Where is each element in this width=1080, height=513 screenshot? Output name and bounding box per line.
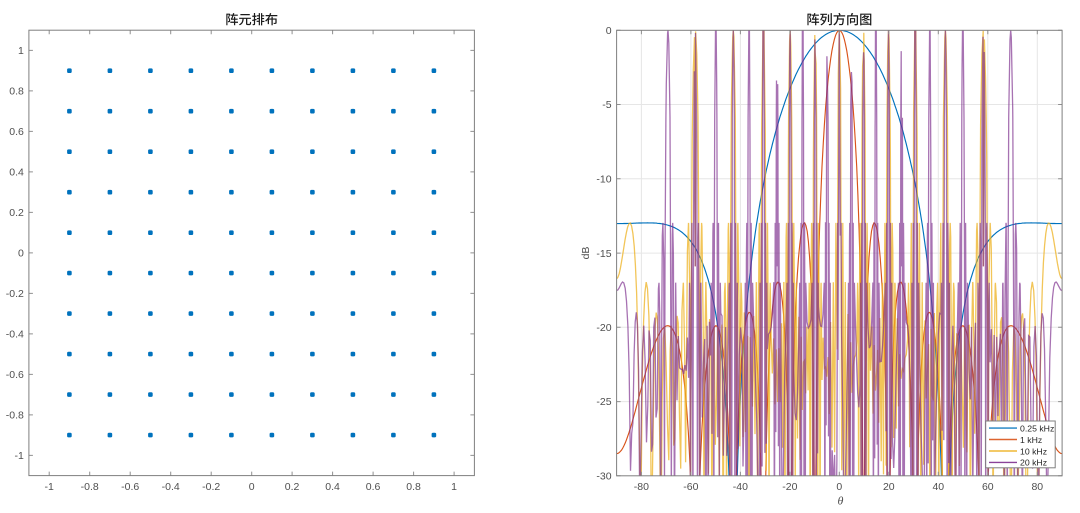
- svg-text:20: 20: [883, 481, 895, 493]
- svg-text:-0.6: -0.6: [6, 369, 24, 381]
- svg-text:20 kHz: 20 kHz: [1020, 458, 1047, 468]
- svg-text:80: 80: [1031, 481, 1043, 493]
- svg-text:40: 40: [932, 481, 944, 493]
- svg-text:0.8: 0.8: [9, 86, 24, 98]
- svg-text:-0.8: -0.8: [6, 410, 24, 422]
- svg-text:0.4: 0.4: [9, 167, 24, 179]
- svg-text:θ: θ: [838, 494, 844, 508]
- svg-text:60: 60: [982, 481, 994, 493]
- svg-text:-20: -20: [596, 322, 611, 334]
- svg-text:-0.6: -0.6: [121, 481, 139, 493]
- svg-text:0.8: 0.8: [406, 481, 421, 493]
- svg-text:0: 0: [249, 481, 255, 493]
- svg-text:-40: -40: [733, 481, 748, 493]
- svg-text:0.2: 0.2: [9, 207, 24, 219]
- svg-text:0.25 kHz: 0.25 kHz: [1020, 423, 1054, 433]
- svg-text:1 kHz: 1 kHz: [1020, 435, 1042, 445]
- svg-text:0.6: 0.6: [366, 481, 381, 493]
- svg-text:-0.8: -0.8: [81, 481, 99, 493]
- svg-text:-80: -80: [634, 481, 649, 493]
- svg-text:-0.4: -0.4: [162, 481, 180, 493]
- svg-text:0.6: 0.6: [9, 126, 24, 138]
- svg-text:1: 1: [451, 481, 457, 493]
- svg-text:0.4: 0.4: [325, 481, 340, 493]
- svg-text:10 kHz: 10 kHz: [1020, 446, 1047, 456]
- svg-text:-20: -20: [782, 481, 797, 493]
- svg-text:-60: -60: [683, 481, 698, 493]
- svg-text:-1: -1: [15, 450, 24, 462]
- svg-text:0: 0: [836, 481, 842, 493]
- svg-text:-10: -10: [596, 174, 611, 186]
- svg-text:0.2: 0.2: [285, 481, 300, 493]
- svg-text:-0.2: -0.2: [6, 288, 24, 300]
- svg-text:-0.4: -0.4: [6, 329, 24, 341]
- svg-text:-0.2: -0.2: [202, 481, 220, 493]
- svg-text:dB: dB: [580, 247, 592, 260]
- svg-text:0: 0: [606, 25, 612, 37]
- svg-text:-5: -5: [602, 99, 611, 111]
- svg-text:1: 1: [18, 45, 24, 57]
- svg-text:0: 0: [18, 248, 24, 260]
- svg-text:-30: -30: [596, 471, 611, 483]
- svg-text:-25: -25: [596, 396, 611, 408]
- svg-text:-15: -15: [596, 248, 611, 260]
- svg-text:-1: -1: [45, 481, 54, 493]
